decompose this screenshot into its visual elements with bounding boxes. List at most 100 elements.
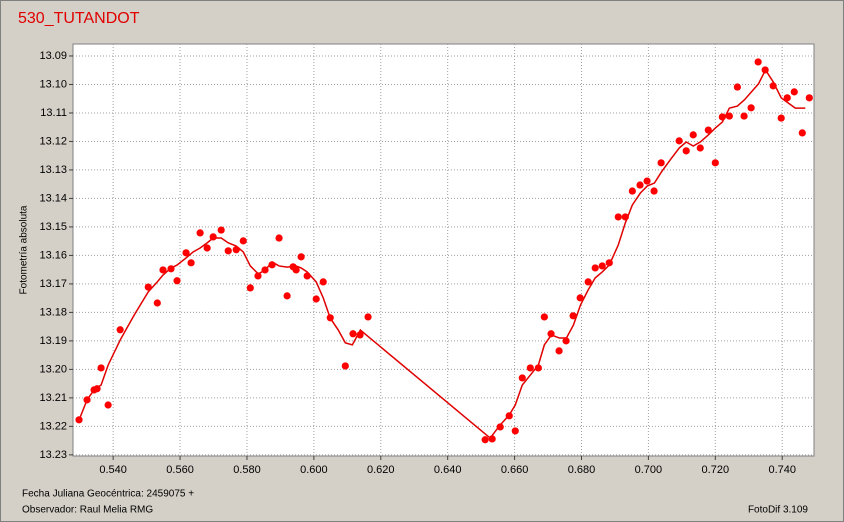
- data-point: [75, 416, 83, 424]
- data-point: [488, 435, 496, 443]
- x-tick-label: 0.600: [300, 464, 328, 476]
- data-point: [783, 94, 791, 102]
- data-point: [718, 113, 726, 121]
- x-tick-label: 0.660: [501, 464, 529, 476]
- data-point: [292, 266, 300, 274]
- data-point: [275, 234, 283, 242]
- y-tick-label: 13.18: [39, 306, 67, 318]
- data-point: [605, 259, 613, 267]
- data-point: [254, 272, 262, 280]
- data-point: [312, 295, 320, 303]
- x-axis-label: Fecha Juliana Geocéntrica: 2459075 +: [22, 489, 194, 500]
- data-point: [769, 82, 777, 90]
- data-point: [303, 272, 311, 280]
- data-point: [283, 292, 291, 300]
- data-point: [636, 181, 644, 189]
- data-point: [144, 283, 152, 291]
- x-tick-label: 0.720: [702, 464, 730, 476]
- data-point: [569, 312, 577, 320]
- data-point: [364, 313, 372, 321]
- y-tick-label: 13.14: [39, 192, 67, 204]
- data-point: [326, 314, 334, 322]
- data-point: [97, 364, 105, 372]
- data-point: [261, 266, 269, 274]
- data-point: [798, 129, 806, 137]
- data-point: [628, 187, 636, 195]
- data-point: [598, 262, 606, 270]
- y-tick-label: 13.15: [39, 221, 67, 233]
- data-point: [246, 284, 254, 292]
- data-point: [682, 147, 690, 155]
- data-point: [182, 249, 190, 257]
- x-tick-label: 0.580: [233, 464, 261, 476]
- data-point: [319, 278, 327, 286]
- data-point: [196, 229, 204, 237]
- y-tick-label: 13.13: [39, 164, 67, 176]
- data-point: [173, 277, 181, 285]
- data-point: [547, 330, 555, 338]
- y-tick-label: 13.19: [39, 335, 67, 347]
- x-tick-label: 0.540: [99, 464, 127, 476]
- data-point: [675, 137, 683, 145]
- data-point: [754, 58, 762, 66]
- observer-label: Observador: Raul Melia RMG: [22, 505, 153, 516]
- data-point: [614, 213, 622, 221]
- data-point: [725, 112, 733, 120]
- chart-title: 530_TUTANDOT: [18, 10, 140, 27]
- data-point: [657, 159, 665, 167]
- x-tick-label: 0.740: [768, 464, 796, 476]
- x-tick-label: 0.620: [367, 464, 395, 476]
- data-point: [239, 237, 247, 245]
- data-point: [505, 412, 513, 420]
- data-point: [805, 94, 813, 102]
- data-point: [591, 264, 599, 272]
- y-tick-label: 13.17: [39, 278, 67, 290]
- x-tick-label: 0.700: [635, 464, 663, 476]
- y-tick-label: 13.21: [39, 392, 67, 404]
- data-point: [232, 246, 240, 254]
- data-point: [747, 104, 755, 112]
- data-point: [268, 261, 276, 269]
- data-point: [711, 159, 719, 167]
- y-axis-label: Fotometría absoluta: [19, 205, 30, 294]
- data-point: [790, 88, 798, 96]
- data-point: [93, 385, 101, 393]
- data-point: [341, 362, 349, 370]
- y-tick-label: 13.22: [39, 420, 67, 432]
- data-point: [696, 144, 704, 152]
- data-point: [217, 226, 225, 234]
- data-point: [576, 294, 584, 302]
- data-point: [740, 112, 748, 120]
- data-point: [116, 326, 124, 334]
- x-tick-label: 0.680: [568, 464, 596, 476]
- data-point: [349, 330, 357, 338]
- data-point: [534, 364, 542, 372]
- data-point: [159, 266, 167, 274]
- data-point: [356, 331, 364, 339]
- data-point: [518, 374, 526, 382]
- data-point: [104, 401, 112, 409]
- y-tick-label: 13.12: [39, 135, 67, 147]
- data-point: [153, 299, 161, 307]
- data-point: [511, 427, 519, 435]
- data-point: [526, 364, 534, 372]
- data-point: [584, 278, 592, 286]
- y-tick-label: 13.20: [39, 363, 67, 375]
- data-point: [704, 126, 712, 134]
- software-label: FotoDif 3.109: [748, 505, 808, 516]
- data-point: [643, 177, 651, 185]
- data-point: [562, 337, 570, 345]
- data-point: [187, 259, 195, 267]
- data-point: [496, 423, 504, 431]
- data-point: [733, 83, 741, 91]
- data-point: [481, 436, 489, 444]
- data-point: [621, 213, 629, 221]
- data-point: [203, 244, 211, 252]
- y-tick-label: 13.11: [40, 107, 67, 119]
- data-point: [555, 347, 563, 355]
- data-point: [761, 66, 769, 74]
- data-point: [777, 114, 785, 122]
- data-point: [209, 233, 217, 241]
